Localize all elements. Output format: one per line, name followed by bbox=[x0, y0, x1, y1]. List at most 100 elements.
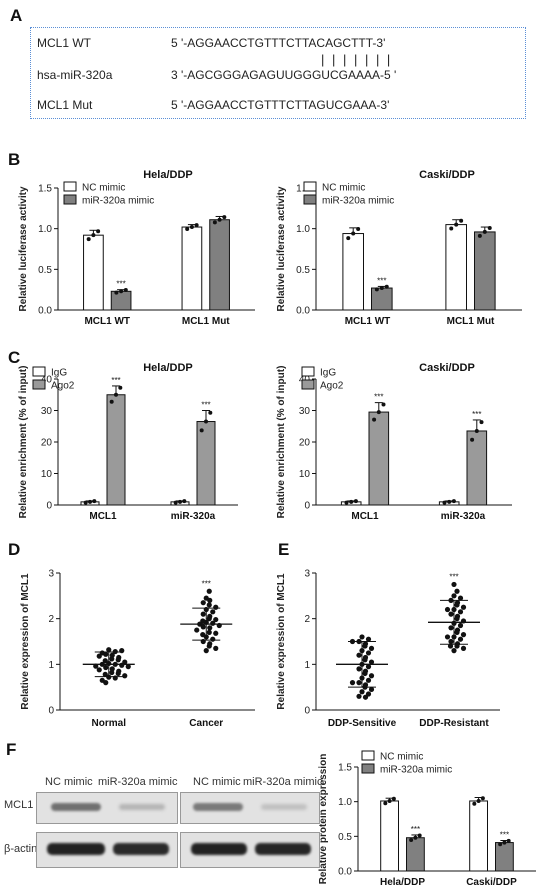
replicate-point bbox=[92, 499, 97, 504]
data-point bbox=[359, 689, 365, 695]
y-axis-label: Relative luciferase activity bbox=[276, 186, 287, 312]
data-point bbox=[115, 670, 121, 677]
mcl1-wt-sequence: 5 '-AGGAACCTGTTTCTTACAGCTTT-3' bbox=[171, 36, 386, 50]
blot-membrane-actin-right bbox=[180, 832, 320, 868]
x-tick-label: MCL1 bbox=[351, 511, 379, 522]
replicate-point bbox=[487, 226, 492, 231]
y-tick-label: 1.5 bbox=[38, 184, 52, 195]
replicate-point bbox=[480, 796, 485, 801]
x-tick-label: Normal bbox=[92, 718, 127, 729]
replicate-point bbox=[182, 499, 187, 504]
replicate-point bbox=[409, 837, 414, 842]
data-point bbox=[213, 645, 219, 651]
data-point bbox=[203, 648, 209, 654]
legend-label: IgG bbox=[320, 368, 336, 379]
replicate-point bbox=[204, 419, 208, 424]
bar bbox=[380, 800, 399, 872]
data-point bbox=[451, 581, 457, 588]
data-point bbox=[460, 604, 467, 610]
significance-label: *** bbox=[411, 825, 420, 834]
y-tick-label: 0.0 bbox=[296, 306, 310, 317]
data-point bbox=[349, 680, 356, 686]
y-axis-label: Relative enrichment (% of input) bbox=[276, 366, 287, 519]
replicate-point bbox=[449, 226, 454, 231]
bar bbox=[466, 430, 488, 506]
replicate-point bbox=[379, 286, 384, 291]
data-point bbox=[457, 636, 464, 642]
y-axis-label: Relative expression of MCL1 bbox=[20, 573, 31, 710]
significance-label: *** bbox=[449, 572, 458, 581]
legend-label: IgG bbox=[51, 368, 67, 379]
blot-membrane-mcl1-left bbox=[36, 792, 178, 824]
replicate-point bbox=[173, 500, 178, 505]
significance-label: *** bbox=[202, 579, 211, 588]
data-point bbox=[207, 625, 213, 631]
replicate-point bbox=[91, 233, 96, 238]
x-tick-label: miR-320a bbox=[441, 511, 486, 522]
bar bbox=[495, 842, 514, 872]
x-tick-label: DDP-Resistant bbox=[419, 718, 489, 729]
y-tick-label: 10 bbox=[299, 469, 311, 480]
data-point bbox=[454, 588, 460, 594]
data-point bbox=[122, 673, 128, 679]
data-point bbox=[447, 643, 454, 649]
mcl1-mut-label: MCL1 Mut bbox=[37, 98, 93, 112]
replicate-point bbox=[109, 399, 114, 404]
data-point bbox=[451, 593, 457, 599]
data-point bbox=[448, 611, 454, 617]
data-point bbox=[362, 670, 368, 677]
chart-mcl1-sensitive-resistant: 0 1 2 3 Relative expression of MCL1 DDP-Sensi… bbox=[276, 569, 500, 729]
y-tick-label: 1.0 bbox=[296, 224, 310, 235]
data-point bbox=[194, 627, 200, 633]
y-tick-label: 0 bbox=[48, 706, 54, 717]
data-point bbox=[368, 645, 375, 651]
replicate-point bbox=[185, 226, 190, 231]
data-point bbox=[362, 657, 368, 663]
band bbox=[255, 843, 311, 855]
significance-label: *** bbox=[472, 410, 481, 419]
replicate-point bbox=[376, 410, 381, 415]
band bbox=[113, 843, 169, 855]
data-point bbox=[125, 664, 131, 670]
replicate-point bbox=[119, 289, 124, 294]
chart-luciferase-hela: 0.0 0.5 1.0 1.5 Relative luciferase activity… bbox=[18, 169, 255, 327]
replicate-point bbox=[498, 842, 503, 847]
data-point bbox=[213, 616, 219, 623]
data-point bbox=[356, 680, 362, 686]
y-tick-label: 0.5 bbox=[38, 265, 52, 276]
data-point bbox=[444, 634, 451, 640]
y-tick-label: 1.0 bbox=[38, 224, 52, 235]
x-tick-label: MCL1 WT bbox=[345, 316, 391, 327]
legend-label: Ago2 bbox=[51, 381, 75, 392]
data-point bbox=[206, 643, 212, 649]
blot-row-label: MCL1 bbox=[4, 799, 34, 811]
replicate-point bbox=[344, 500, 349, 505]
y-tick-label: 3 bbox=[304, 569, 310, 580]
x-tick-label: DDP-Sensitive bbox=[328, 718, 397, 729]
significance-label: *** bbox=[111, 376, 120, 385]
data-point bbox=[359, 634, 365, 640]
significance-label: *** bbox=[116, 280, 125, 289]
data-point bbox=[368, 686, 375, 693]
replicate-point bbox=[86, 237, 91, 242]
legend-swatch bbox=[301, 379, 315, 390]
replicate-point bbox=[454, 222, 459, 227]
y-axis-label: Relative protein expression bbox=[318, 754, 329, 885]
data-point bbox=[362, 694, 369, 700]
significance-label: *** bbox=[374, 393, 383, 402]
legend-swatch bbox=[361, 750, 375, 761]
x-tick-label: MCL1 bbox=[89, 511, 117, 522]
y-tick-label: 0.5 bbox=[338, 832, 352, 843]
replicate-point bbox=[217, 217, 222, 222]
y-tick-label: 2 bbox=[304, 614, 310, 625]
chart-title: Caski/DDP bbox=[419, 362, 475, 374]
replicate-point bbox=[351, 231, 356, 236]
blot-lane-label: NC mimic bbox=[193, 776, 241, 788]
panel-label-a: A bbox=[10, 6, 23, 25]
bar bbox=[474, 231, 496, 311]
panel-label-f: F bbox=[6, 740, 17, 759]
y-tick-label: 20 bbox=[41, 438, 53, 449]
data-point bbox=[96, 653, 102, 659]
y-tick-label: 0.0 bbox=[38, 306, 52, 317]
replicate-point bbox=[451, 499, 456, 504]
